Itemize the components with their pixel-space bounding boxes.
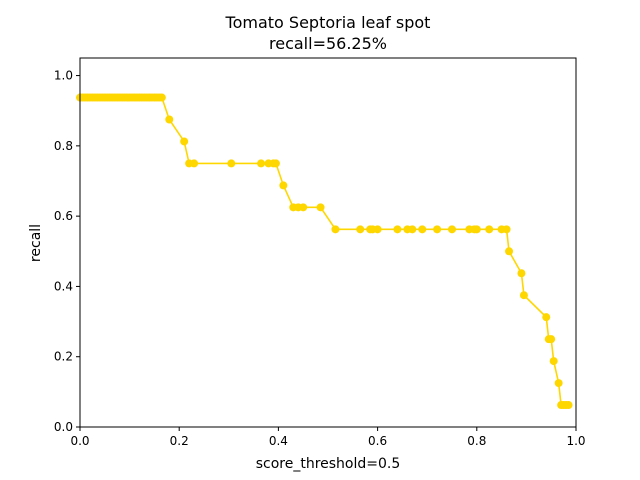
chart-subtitle: recall=56.25%: [269, 34, 387, 53]
data-point: [549, 357, 558, 366]
data-point: [517, 269, 526, 278]
data-point: [418, 225, 427, 234]
data-point: [331, 225, 340, 234]
y-tick-label: 0.4: [54, 279, 73, 293]
data-point: [271, 159, 280, 168]
data-point: [190, 159, 199, 168]
plot-frame: [79, 57, 577, 428]
data-point: [373, 225, 382, 234]
data-point: [157, 93, 166, 102]
data-point: [356, 225, 365, 234]
y-tick-label: 0.8: [54, 139, 73, 153]
data-point: [257, 159, 266, 168]
x-axis-label: score_threshold=0.5: [256, 456, 401, 472]
chart-title: Tomato Septoria leaf spot: [225, 13, 431, 32]
x-tick-label: 0.8: [467, 434, 486, 448]
data-point: [554, 379, 563, 388]
data-point: [542, 313, 551, 322]
data-point: [433, 225, 442, 234]
x-tick-label: 0.2: [170, 434, 189, 448]
data-point: [564, 401, 573, 410]
axes: 0.0 0.2 0.4 0.6 0.8 1.0 0.0 0.2 0.4 0.6 0.8 1.0: [54, 69, 586, 448]
y-axis-label: recall: [28, 224, 44, 262]
data-point: [227, 159, 236, 168]
x-tick-label: 0.6: [368, 434, 387, 448]
data-point: [502, 225, 511, 234]
y-tick-label: 0.0: [54, 420, 73, 434]
data-point: [448, 225, 456, 234]
x-tick-label: 0.0: [70, 434, 89, 448]
data-point: [279, 181, 288, 190]
data-point: [505, 247, 514, 256]
data-point: [165, 115, 174, 124]
data-point: [408, 225, 417, 234]
data-point: [180, 137, 189, 146]
plot-marks: [76, 93, 573, 410]
data-point: [316, 203, 325, 212]
data-point: [547, 335, 556, 344]
x-tick-label: 1.0: [566, 434, 585, 448]
y-tick-label: 0.6: [54, 209, 73, 223]
x-tick-label: 0.4: [269, 434, 288, 448]
y-tick-label: 0.2: [54, 350, 73, 364]
data-point: [485, 225, 494, 234]
y-tick-label: 1.0: [54, 69, 73, 83]
data-point: [472, 225, 481, 234]
data-point: [299, 203, 308, 212]
data-point: [393, 225, 402, 234]
data-point: [519, 291, 528, 300]
